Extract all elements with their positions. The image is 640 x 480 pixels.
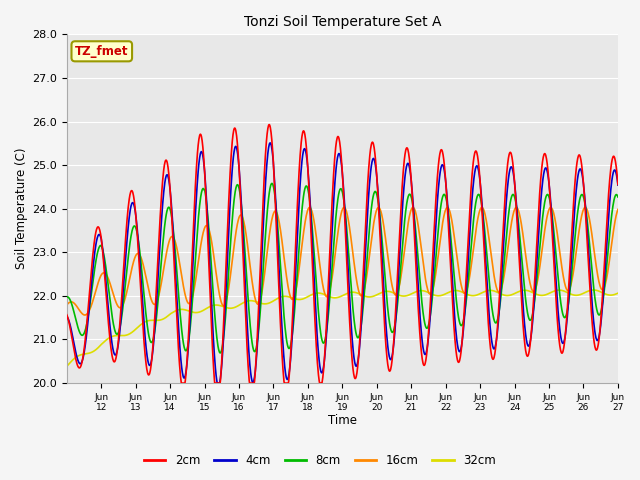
Y-axis label: Soil Temperature (C): Soil Temperature (C) xyxy=(15,148,28,269)
Title: Tonzi Soil Temperature Set A: Tonzi Soil Temperature Set A xyxy=(244,15,441,29)
X-axis label: Time: Time xyxy=(328,414,357,427)
Text: TZ_fmet: TZ_fmet xyxy=(75,45,129,58)
Legend: 2cm, 4cm, 8cm, 16cm, 32cm: 2cm, 4cm, 8cm, 16cm, 32cm xyxy=(140,449,500,472)
